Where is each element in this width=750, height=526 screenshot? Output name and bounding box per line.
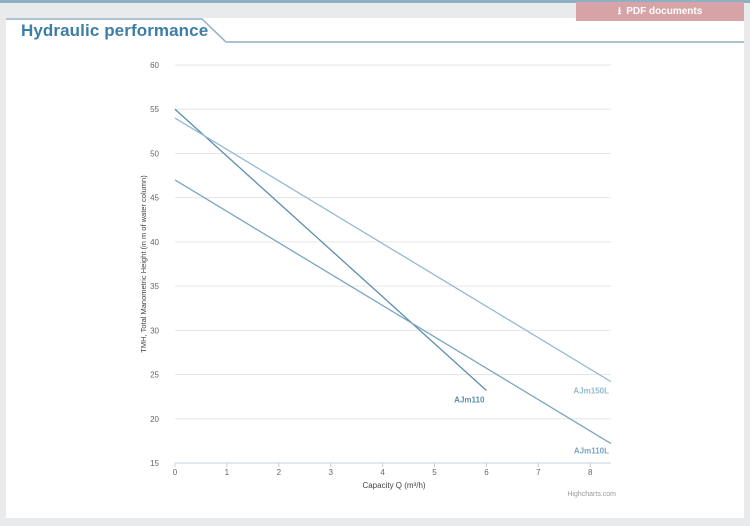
page-title: Hydraulic performance	[21, 21, 209, 40]
y-tick-label: 40	[150, 238, 159, 247]
y-axis-title: TMH, Total Manometric Height (in m of wa…	[139, 175, 148, 353]
x-tick-label: 3	[328, 468, 333, 477]
x-tick-label: 2	[277, 468, 282, 477]
y-tick-label: 30	[150, 326, 159, 335]
x-tick-label: 7	[536, 468, 541, 477]
series-labels: AJm110 AJm150L AJm110L	[454, 387, 609, 456]
series-line-ajm110[interactable]	[174, 108, 487, 391]
series-label-ajm110l: AJm110L	[574, 447, 609, 456]
y-tick-label: 15	[150, 459, 159, 468]
x-axis-ticks: 0 1 2 3 4 5 6 7 8	[173, 463, 593, 477]
series-label-ajm150l: AJm150L	[573, 387, 609, 396]
y-tick-label: 45	[150, 194, 159, 203]
x-tick-label: 1	[225, 468, 230, 477]
y-tick-label: 25	[150, 371, 159, 380]
x-tick-label: 4	[380, 468, 385, 477]
pdf-documents-label: PDF documents	[626, 6, 703, 17]
top-rule	[0, 0, 750, 3]
x-tick-label: 6	[484, 468, 489, 477]
y-tick-label: 20	[150, 415, 159, 424]
section-tab-outline	[6, 18, 744, 43]
series-line-ajm110l[interactable]	[174, 179, 612, 445]
y-tick-label: 50	[150, 149, 159, 158]
y-tick-label: 35	[150, 282, 159, 291]
content-card	[6, 18, 744, 518]
download-icon: ⭳	[617, 5, 622, 17]
y-tick-label: 60	[150, 61, 159, 70]
chart-series	[174, 108, 612, 445]
series-line-ajm150l[interactable]	[174, 117, 612, 383]
x-axis-title: Capacity Q (m³/h)	[362, 481, 425, 490]
y-axis-ticks: 15 20 25 30 35 40 45 50 55 60	[150, 61, 159, 468]
x-tick-label: 0	[173, 468, 178, 477]
x-tick-label: 8	[588, 468, 593, 477]
x-tick-label: 5	[432, 468, 437, 477]
pdf-documents-button[interactable]: ⭳ PDF documents	[576, 2, 744, 21]
series-label-ajm110: AJm110	[454, 395, 485, 404]
chart-credits[interactable]: Highcharts.com	[567, 491, 616, 498]
y-tick-label: 55	[150, 105, 159, 114]
